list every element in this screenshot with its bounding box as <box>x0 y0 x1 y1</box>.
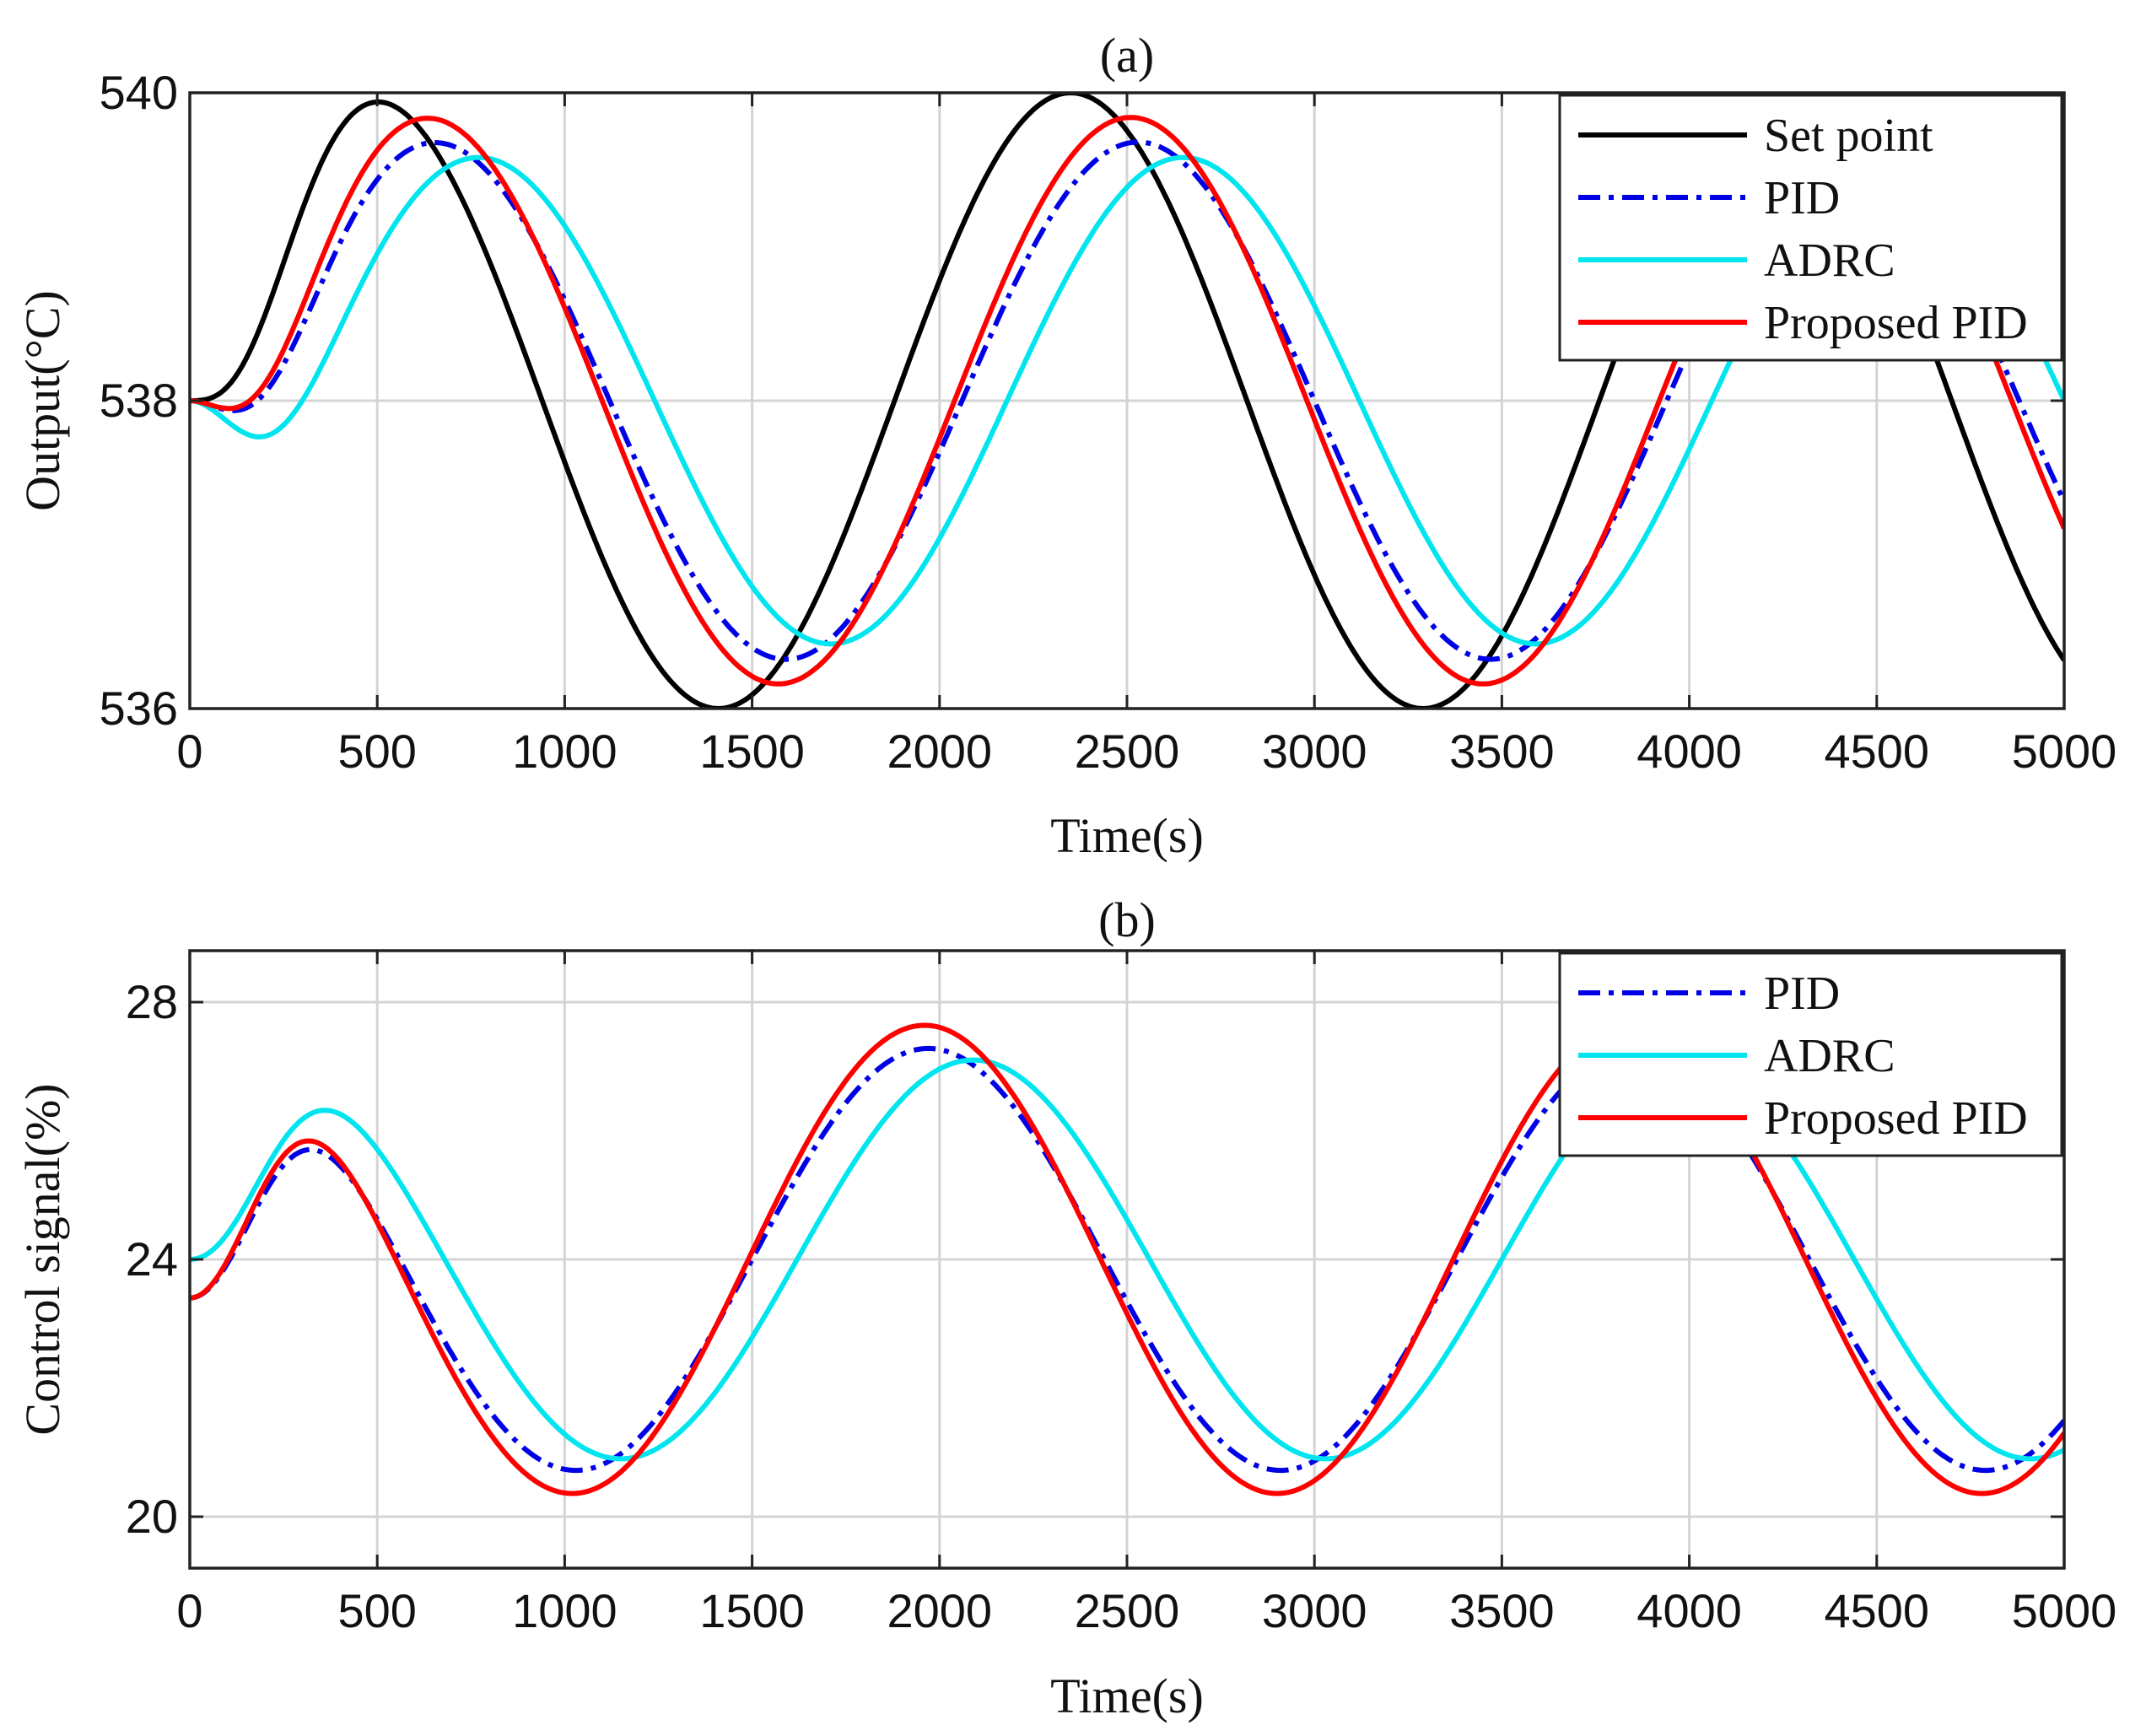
x-tick-label: 3500 <box>1449 725 1555 778</box>
panel-a-x-ticks: 0 500 1000 1500 2000 2500 3000 3500 4000 4500 5000 <box>176 93 2116 778</box>
x-tick-label: 4000 <box>1636 725 1742 778</box>
x-tick-label: 1500 <box>699 1584 805 1637</box>
x-tick-label: 2000 <box>887 1584 993 1637</box>
legend-label: ADRC <box>1764 1030 1895 1082</box>
x-tick-label: 1000 <box>512 1584 617 1637</box>
y-tick-label: 28 <box>126 975 178 1028</box>
panel-a-y-axis-label: Output(°C) <box>15 290 70 511</box>
x-tick-label: 4500 <box>1825 1584 1930 1637</box>
chart-panel-a: 0 500 1000 1500 2000 2500 3000 3500 4000 4500 5000… <box>15 28 2117 863</box>
x-tick-label: 3000 <box>1262 725 1367 778</box>
legend-label: ADRC <box>1764 235 1895 287</box>
x-tick-label: 0 <box>176 1584 202 1637</box>
y-tick-label: 24 <box>126 1232 178 1286</box>
x-tick-label: 500 <box>337 1584 416 1637</box>
x-tick-label: 1500 <box>699 725 805 778</box>
panel-b-x-axis-label: Time(s) <box>1050 1669 1204 1723</box>
y-tick-label: 540 <box>100 66 178 119</box>
x-tick-label: 2500 <box>1075 1584 1180 1637</box>
legend-box <box>1558 94 2063 362</box>
legend-label: Proposed PID <box>1764 297 2028 349</box>
legend-label: PID <box>1764 968 1840 1020</box>
x-tick-label: 2000 <box>887 725 993 778</box>
y-tick-label: 538 <box>100 374 178 427</box>
legend-label: PID <box>1764 172 1840 224</box>
x-tick-label: 3500 <box>1449 1584 1555 1637</box>
chart-panel-b: 0 500 1000 1500 2000 2500 3000 3500 4000 4500 5000… <box>15 892 2116 1723</box>
panel-a-title: (a) <box>1100 28 1154 83</box>
x-tick-label: 3000 <box>1262 1584 1367 1637</box>
x-tick-label: 4500 <box>1825 725 1930 778</box>
panel-b-legend: PID ADRC Proposed PID <box>1558 952 2063 1157</box>
panel-a-x-axis-label: Time(s) <box>1050 808 1204 863</box>
x-tick-label: 4000 <box>1636 1584 1742 1637</box>
panel-b-y-ticks: 20 24 28 <box>126 975 2064 1543</box>
legend-label: Proposed PID <box>1764 1092 2028 1145</box>
panel-b-x-ticks: 0 500 1000 1500 2000 2500 3000 3500 4000 4500 5000 <box>176 951 2116 1637</box>
legend-label: Set point <box>1764 110 1933 162</box>
panel-b-title: (b) <box>1098 892 1156 947</box>
x-tick-label: 500 <box>337 725 416 778</box>
x-tick-label: 0 <box>176 725 202 778</box>
x-tick-label: 2500 <box>1075 725 1180 778</box>
x-tick-label: 1000 <box>512 725 617 778</box>
panel-a-legend: Set point PID ADRC Proposed PID <box>1558 94 2063 362</box>
y-tick-label: 20 <box>126 1490 178 1543</box>
x-tick-label: 5000 <box>2012 725 2117 778</box>
panel-b-y-axis-label: Control signal(%) <box>15 1083 70 1435</box>
x-tick-label: 5000 <box>2012 1584 2117 1637</box>
y-tick-label: 536 <box>100 682 178 735</box>
panel-a-y-ticks: 536 538 540 <box>100 66 2064 735</box>
